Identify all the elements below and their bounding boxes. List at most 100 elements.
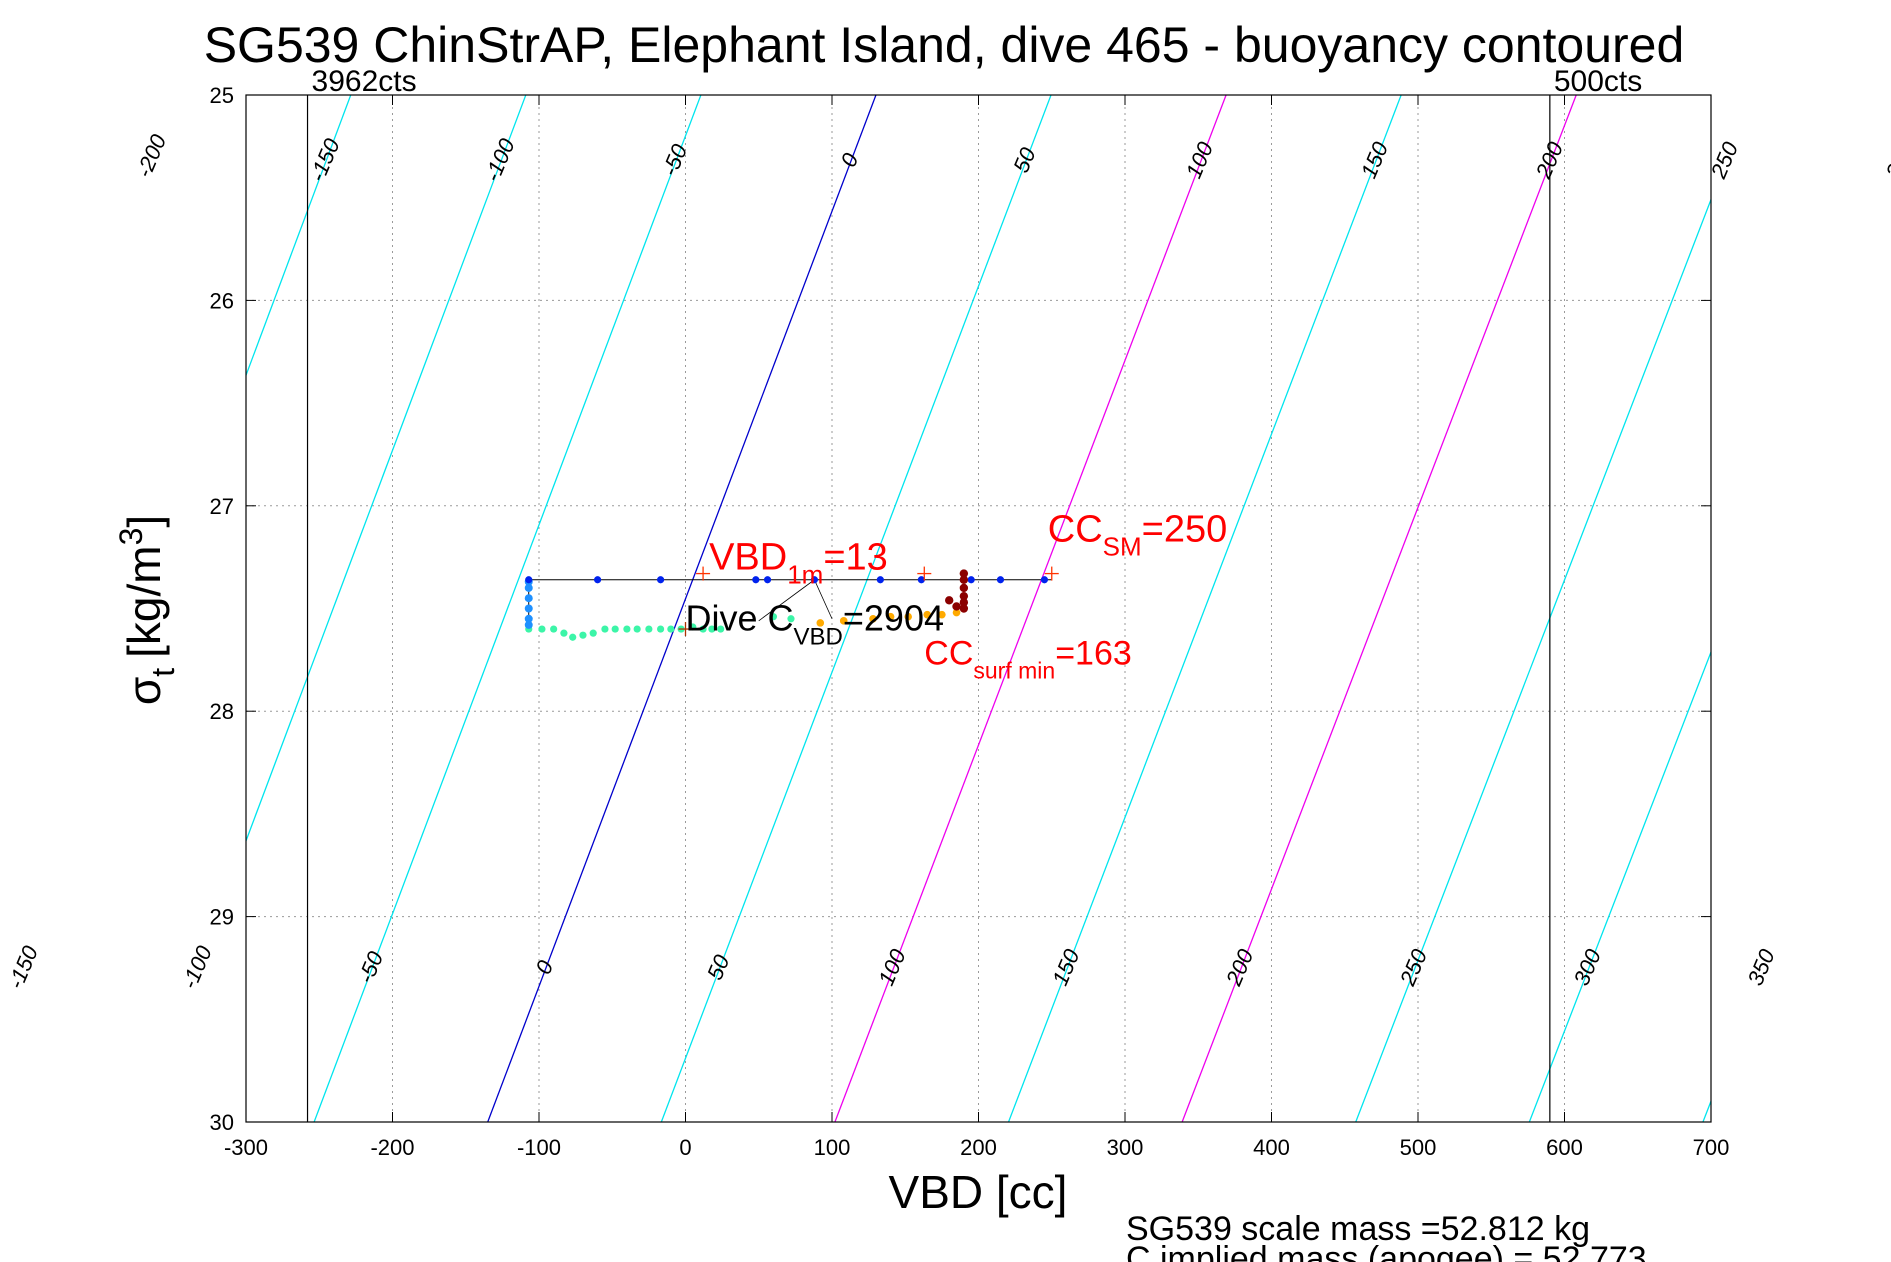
dive-point [959,591,969,601]
dive-point [959,598,969,607]
chart-title: SG539 ChinStrAP, Elephant Island, dive 4… [204,17,1685,73]
dive-point [623,625,631,633]
contour-label: -150 [305,134,346,185]
contour-line [1355,197,1711,1122]
contour-line [834,95,1227,1122]
dive-point [594,576,602,584]
contour-label: -50 [353,947,389,987]
x-axis-label: VBD [cc] [889,1166,1068,1218]
dive-point [923,610,932,619]
annotation: CCSM=250 [1048,509,1227,562]
dive-point [569,633,577,641]
y-tick-label: 29 [210,905,234,930]
contour-line [246,95,352,378]
contour-line [1702,1099,1711,1122]
y-axis-label: σt [kg/m3] [113,515,181,705]
x-tick-label: -300 [224,1135,268,1160]
buoyancy-contours [0,95,1711,1122]
y-tick-label: 27 [210,494,234,519]
dive-point [525,576,533,584]
contour-label: 150 [1047,945,1085,989]
y-tick-label: 26 [210,288,234,313]
x-tick-label: 500 [1400,1135,1437,1160]
contour-line [1181,95,1577,1122]
annotation: VBD1m=13 [709,537,888,590]
contour-label: -50 [657,140,693,180]
contour-label: 100 [1181,138,1219,182]
dive-point [611,625,619,633]
x-tick-label: -100 [517,1135,561,1160]
vbd-limit-lines: 3962cts 500cts [306,65,1642,1122]
dive-point [524,604,533,613]
contour-label: 0 [836,149,864,171]
dive-point [996,576,1005,584]
dive-point [959,569,969,578]
axis-ticks: -300 -200 -100 0 100 200 300 400 500 600 700252627… [210,83,1730,1160]
dive-point [917,576,925,584]
dive-data [524,566,1059,641]
x-tick-label: -200 [370,1135,414,1160]
x-tick-label: 400 [1253,1135,1290,1160]
contour-line [0,95,1,1122]
dive-point [959,575,969,584]
dive-point [952,608,961,617]
contour-label: -200 [131,130,172,181]
y-tick-label: 25 [210,83,234,108]
y-tick-label: 30 [210,1110,234,1135]
dive-point [667,625,675,633]
dive-point [524,620,533,629]
x-tick-label: 300 [1107,1135,1144,1160]
dive-point [708,625,716,633]
dive-point [959,604,969,613]
contour-line [487,95,877,1122]
dive-point [550,625,558,633]
contour-label: 50 [1008,143,1041,176]
dive-point [589,629,597,637]
dive-point [656,625,665,633]
dive-point [816,619,825,627]
contour-label: 350 [1742,945,1780,989]
mass-footer: SG539 scale mass =52.812 kg C implied ma… [1126,1210,1647,1262]
contour-label: 200 [1221,945,1259,990]
dive-point [959,583,969,593]
dive-point [579,631,587,639]
y-axis-label-unit: [kg/m [118,545,170,657]
contour-line [1007,95,1402,1122]
contour-label: 0 [531,956,559,978]
y-axis-label-subscript: t [145,668,181,677]
dive-point [769,613,778,621]
dive-point [717,625,725,633]
dive-point [839,617,848,625]
annotation: Dive CVBD=2904 [686,597,945,650]
limit-line-label: 500cts [1554,65,1642,98]
x-tick-label: 0 [679,1135,691,1160]
footer-scale-mass: SG539 scale mass =52.812 kg [1126,1210,1590,1248]
contour-label: 300 [1569,945,1607,989]
dive-point [538,625,546,633]
plot-frame [245,94,1712,1123]
contour-line [660,95,1052,1122]
y-tick-label: 28 [210,699,234,724]
dive-point [876,576,884,584]
contour-label: -100 [177,941,218,992]
contour-label: 50 [702,950,735,983]
dive-point [633,625,641,633]
contour-line [313,95,702,1122]
dive-point [886,612,895,621]
grid-lines [245,94,1712,1123]
footer-implied-mass: C implied mass (apogee) = 52.773 [1126,1240,1647,1262]
dive-point [763,576,772,584]
dive-point [524,614,533,623]
x-tick-label: 200 [960,1135,997,1160]
dive-trace [814,579,833,619]
contour-line [1528,650,1711,1122]
contour-label: -150 [3,941,44,992]
y-axis-label-superscript: 3 [113,528,149,546]
limit-line-label: 3962cts [312,65,417,98]
contour-labels: -150-100-5005010015020025030035040045050… [3,130,1891,992]
dive-point [560,629,568,637]
dive-point [1040,576,1049,584]
dive-point [810,576,819,584]
